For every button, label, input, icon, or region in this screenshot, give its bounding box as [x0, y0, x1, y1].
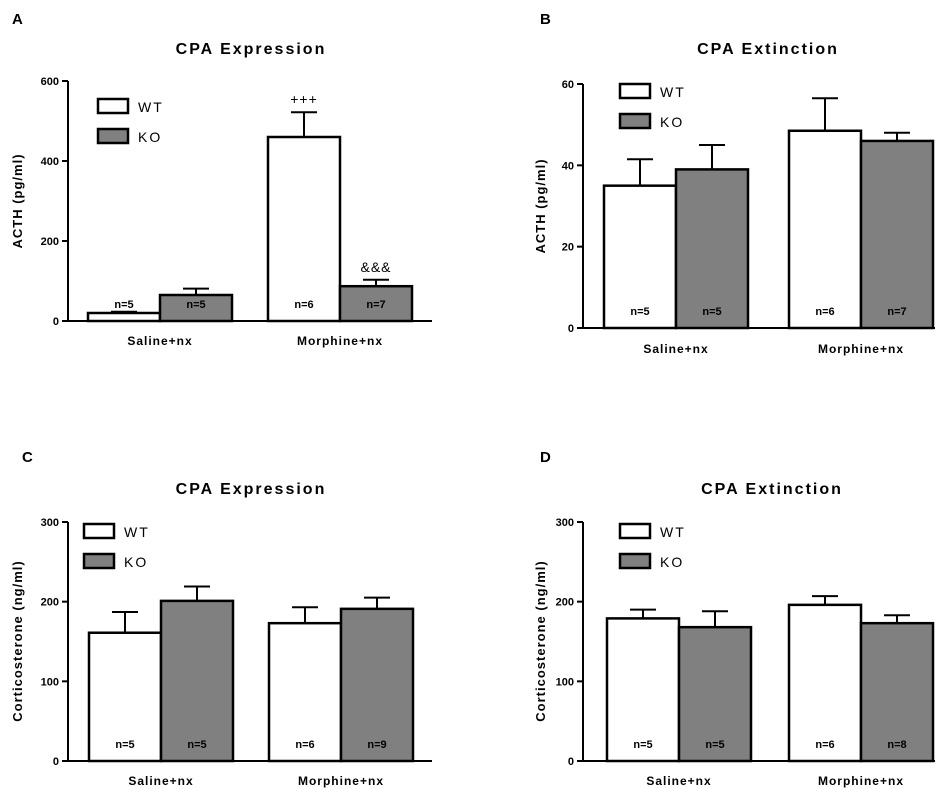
- bar-ko: [677, 625, 753, 763]
- panel-letter: D: [540, 449, 551, 466]
- n-label: n=5: [115, 739, 134, 751]
- x-tick-label: Saline+nx: [643, 342, 708, 356]
- legend-swatch-ko: [618, 112, 652, 130]
- n-label: n=7: [366, 299, 385, 311]
- bar-ko: [859, 139, 935, 330]
- significance-annotation: +++: [290, 91, 318, 107]
- significance-annotation: &&&: [360, 259, 391, 275]
- x-tick-label: Saline+nx: [127, 334, 192, 348]
- x-tick-label: Morphine+nx: [818, 774, 904, 788]
- legend-swatch-ko: [96, 127, 130, 145]
- y-tick-label: 100: [556, 676, 574, 688]
- y-axis-label: Corticosterone (ng/ml): [533, 560, 548, 721]
- legend-label-wt: WT: [660, 524, 686, 540]
- legend-label-ko: KO: [660, 114, 684, 130]
- bar-ko: [339, 607, 415, 763]
- legend-label-wt: WT: [124, 524, 150, 540]
- chart-panel-b: B CPA Extinction ACTH (pg/ml) n=5 n=6 n=5 n=7 0…: [533, 11, 935, 356]
- y-tick-label: 0: [568, 323, 574, 335]
- legend-label-ko: KO: [124, 554, 148, 570]
- y-tick-label: 200: [41, 236, 59, 248]
- legend-swatch-wt: [82, 522, 116, 540]
- legend-label-ko: KO: [660, 554, 684, 570]
- n-label: n=8: [887, 739, 906, 751]
- y-tick-label: 300: [556, 517, 574, 529]
- n-label: n=9: [367, 739, 386, 751]
- y-axis-label: ACTH (pg/ml): [533, 158, 548, 253]
- y-tick-label: 600: [41, 76, 59, 88]
- chart-title: CPA Extinction: [697, 41, 839, 58]
- bar-ko: [674, 168, 750, 330]
- legend-swatch-wt: [618, 522, 652, 540]
- chart-panel-a: A CPA Expression ACTH (pg/ml) n=5 n=6 +++ n=5 n…: [10, 11, 432, 348]
- n-label: n=5: [705, 739, 724, 751]
- y-axis-label: Corticosterone (ng/ml): [10, 560, 25, 721]
- chart-panel-c: C CPA Expression Corticosterone (ng/ml) n=5…: [10, 449, 432, 788]
- legend-label-ko: KO: [138, 129, 162, 145]
- x-tick-label: Saline+nx: [128, 774, 193, 788]
- x-tick-label: Morphine+nx: [298, 774, 384, 788]
- y-tick-label: 40: [562, 160, 574, 172]
- y-tick-label: 100: [41, 676, 59, 688]
- n-label: n=5: [114, 299, 133, 311]
- bar-wt: [86, 311, 162, 323]
- legend-swatch-ko: [82, 552, 116, 570]
- x-tick-label: Morphine+nx: [818, 342, 904, 356]
- n-label: n=5: [702, 306, 721, 318]
- n-label: n=7: [887, 306, 906, 318]
- n-label: n=5: [187, 739, 206, 751]
- legend-swatch-ko: [618, 552, 652, 570]
- n-label: n=5: [630, 306, 649, 318]
- n-label: n=6: [815, 739, 834, 751]
- legend-swatch-wt: [618, 82, 652, 100]
- panel-letter: B: [540, 11, 551, 28]
- y-tick-label: 20: [562, 242, 574, 254]
- y-tick-label: 400: [41, 156, 59, 168]
- chart-title: CPA Extinction: [701, 481, 843, 498]
- chart-panel-d: D CPA Extinction Corticosterone (ng/ml) n=5…: [533, 449, 935, 788]
- bar-wt: [266, 135, 342, 323]
- y-tick-label: 200: [41, 597, 59, 609]
- legend-label-wt: WT: [660, 84, 686, 100]
- panel-letter: A: [12, 11, 23, 28]
- chart-title: CPA Expression: [176, 41, 327, 58]
- n-label: n=6: [294, 299, 313, 311]
- y-tick-label: 0: [53, 316, 59, 328]
- y-axis-label: ACTH (pg/ml): [10, 153, 25, 248]
- bar-wt: [787, 603, 863, 763]
- x-tick-label: Saline+nx: [646, 774, 711, 788]
- legend-swatch-wt: [96, 97, 130, 115]
- chart-title: CPA Expression: [176, 481, 327, 498]
- y-tick-label: 0: [53, 756, 59, 768]
- panel-letter: C: [22, 449, 33, 466]
- bar-wt: [787, 129, 863, 330]
- y-tick-label: 300: [41, 517, 59, 529]
- n-label: n=5: [186, 299, 205, 311]
- n-label: n=6: [815, 306, 834, 318]
- y-tick-label: 60: [562, 79, 574, 91]
- y-tick-label: 0: [568, 756, 574, 768]
- bar-ko: [159, 599, 235, 763]
- n-label: n=6: [295, 739, 314, 751]
- bar-wt: [605, 617, 681, 763]
- bar-wt: [87, 631, 163, 763]
- legend-label-wt: WT: [138, 99, 164, 115]
- n-label: n=5: [633, 739, 652, 751]
- y-tick-label: 200: [556, 597, 574, 609]
- x-tick-label: Morphine+nx: [297, 334, 383, 348]
